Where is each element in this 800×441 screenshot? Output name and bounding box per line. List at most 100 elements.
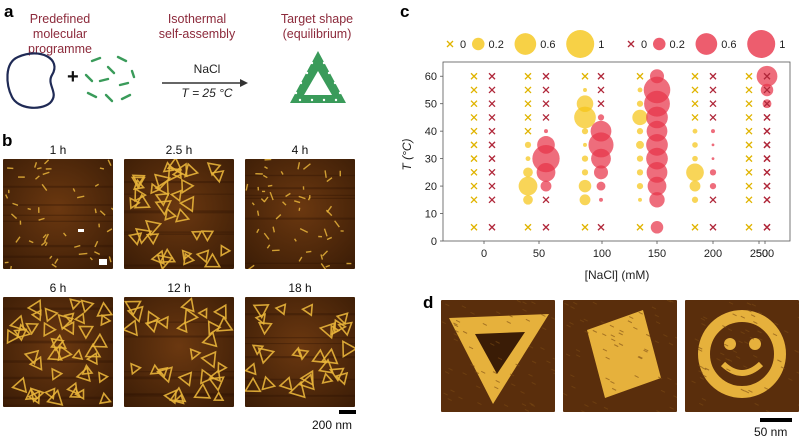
red-legend-marker: [653, 37, 666, 51]
scale-bar-d-label: 50 nm: [754, 425, 788, 439]
yellow-yield-bubble: [638, 197, 642, 202]
time-label-18h: 18 h: [288, 281, 312, 295]
red-zero-marker: [763, 155, 771, 163]
red-zero-marker: [488, 223, 496, 231]
yellow-zero-marker: [524, 127, 532, 135]
isothermal-assembly-label: Isothermal self-assembly: [158, 12, 236, 41]
yellow-yield-bubble: [523, 194, 533, 205]
yellow-yield-bubble: [692, 128, 698, 134]
yellow-zero-marker: [470, 196, 478, 204]
target-triangle-icon: [290, 51, 346, 103]
y-tick-label: 30: [425, 154, 437, 166]
arrow-temperature-label: T = 25 °C: [181, 86, 233, 100]
red-yield-bubble: [597, 114, 605, 121]
target-shape-label: Target shape (equilibrium): [280, 12, 354, 41]
yellow-zero-marker: [691, 113, 699, 121]
red-zero-marker: [709, 223, 717, 231]
yellow-yield-bubble: [581, 128, 589, 135]
yellow-yield-bubble: [632, 109, 648, 126]
yellow-zero-marker: [691, 100, 699, 108]
yellow-legend-marker: [514, 33, 537, 55]
yellow-yield-bubble: [636, 128, 644, 135]
red-yield-bubble: [643, 76, 671, 104]
yellow-zero-marker: [470, 113, 478, 121]
red-zero-marker: [763, 72, 771, 80]
red-legend-marker: [747, 30, 776, 58]
yellow-yield-bubble: [636, 100, 644, 107]
time-label-4h: 4 h: [291, 143, 309, 157]
red-zero-marker: [488, 182, 496, 190]
red-zero-marker: [763, 113, 771, 121]
yellow-yield-bubble: [692, 155, 698, 162]
yellow-zero-marker: [470, 141, 478, 149]
red-zero-marker: [709, 113, 717, 121]
red-zero-marker: [597, 72, 605, 80]
yellow-yield-bubble: [692, 142, 698, 148]
afm-image-1h: [3, 159, 113, 269]
panel-label-b: b: [2, 131, 13, 150]
x-tick-label: 150: [648, 248, 666, 260]
yellow-zero-marker: [691, 223, 699, 231]
red-zero-marker: [763, 223, 771, 231]
yellow-zero-marker: [691, 72, 699, 80]
red-yield-bubble: [649, 192, 665, 208]
yellow-yield-bubble: [637, 87, 643, 93]
y-tick-label: 20: [425, 181, 437, 193]
yellow-yield-bubble: [636, 155, 644, 162]
scale-bar-d: [760, 418, 792, 422]
panel-label-a: a: [4, 2, 14, 21]
y-tick-label: 50: [425, 99, 437, 111]
red-zero-marker: [488, 127, 496, 135]
yellow-yield-bubble: [691, 196, 699, 203]
afm-triangle-image: [441, 300, 555, 412]
red-zero-marker: [542, 100, 550, 108]
yellow-zero-marker: [745, 141, 753, 149]
yellow-legend-label: 1: [598, 39, 604, 51]
red-yield-bubble: [537, 136, 555, 154]
scaffold-loop-icon: [6, 52, 56, 109]
plot-frame: [442, 61, 791, 242]
red-yield-bubble: [711, 143, 715, 147]
y-tick-label: 0: [431, 236, 437, 248]
red-legend-marker: [627, 40, 635, 48]
yellow-zero-marker: [524, 223, 532, 231]
yellow-yield-bubble: [574, 106, 596, 129]
x-tick-label: 500: [756, 248, 774, 260]
red-yield-bubble: [540, 180, 552, 192]
red-zero-marker: [763, 127, 771, 135]
yellow-zero-marker: [470, 127, 478, 135]
yellow-yield-bubble: [581, 155, 589, 162]
red-yield-bubble: [709, 169, 717, 176]
red-zero-marker: [709, 72, 717, 80]
yellow-zero-marker: [470, 155, 478, 163]
yellow-zero-marker: [470, 223, 478, 231]
red-zero-marker: [488, 155, 496, 163]
red-zero-marker: [542, 223, 550, 231]
red-zero-marker: [597, 86, 605, 94]
x-tick-label: 200: [704, 248, 722, 260]
yellow-yield-bubble: [579, 194, 591, 206]
red-legend-label: 1: [779, 39, 785, 51]
red-zero-marker: [763, 141, 771, 149]
red-yield-bubble: [596, 181, 606, 191]
yellow-zero-marker: [745, 196, 753, 204]
afm-smiley-image: [685, 300, 799, 412]
scale-bar-b-label: 200 nm: [312, 418, 353, 432]
yellow-zero-marker: [745, 113, 753, 121]
red-zero-marker: [488, 168, 496, 176]
yellow-yield-bubble: [578, 179, 592, 193]
yellow-legend-marker: [566, 30, 595, 58]
yellow-zero-marker: [524, 113, 532, 121]
yellow-yield-bubble: [686, 163, 704, 182]
yellow-zero-marker: [636, 223, 644, 231]
red-zero-marker: [763, 182, 771, 190]
yellow-zero-marker: [581, 223, 589, 231]
red-zero-marker: [488, 141, 496, 149]
yellow-zero-marker: [745, 86, 753, 94]
time-label-1h: 1 h: [49, 143, 67, 157]
plus-sign: +: [67, 66, 79, 88]
red-zero-marker: [488, 196, 496, 204]
time-label-12h: 12 h: [167, 281, 191, 295]
yellow-zero-marker: [745, 168, 753, 176]
